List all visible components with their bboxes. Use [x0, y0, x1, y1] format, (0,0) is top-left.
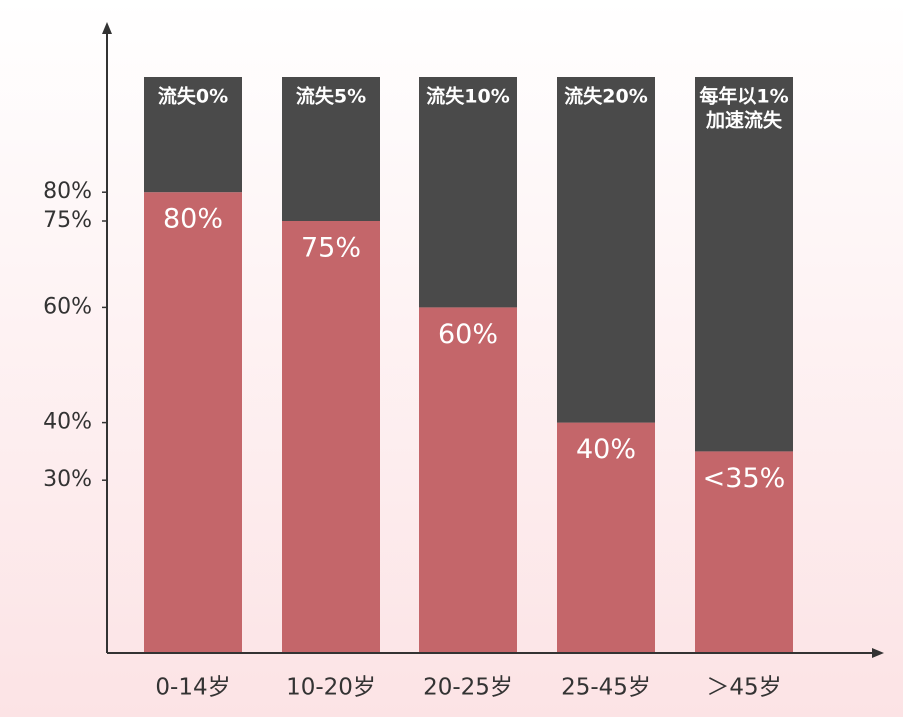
y-tick-label: 80%: [43, 179, 92, 204]
bar-segment: [695, 451, 793, 653]
value-label: 80%: [163, 204, 223, 235]
annotation: 流失20%: [564, 85, 647, 108]
annotation: 加速流失: [705, 109, 783, 132]
annotation: 流失5%: [296, 85, 366, 108]
x-tick-label: 20-25岁: [423, 675, 513, 701]
value-label: 75%: [301, 233, 361, 264]
y-tick-label: 60%: [43, 294, 92, 319]
bar-segment: [419, 77, 517, 308]
bar-segment: [419, 307, 517, 653]
value-label: <35%: [703, 463, 786, 494]
bar-segment: [282, 77, 380, 221]
bar-segment: [695, 77, 793, 452]
x-tick-label: 0-14岁: [155, 675, 230, 701]
value-label: 60%: [438, 319, 498, 350]
value-label: 40%: [576, 434, 636, 465]
bar-segment: [557, 77, 655, 423]
x-tick-label: ＞45岁: [706, 675, 781, 701]
y-tick-label: 75%: [43, 208, 92, 233]
bar-segment: [144, 192, 242, 653]
annotation: 每年以1%: [699, 85, 788, 108]
annotation: 流失10%: [426, 85, 509, 108]
x-tick-label: 10-20岁: [286, 675, 376, 701]
y-axis-arrow: [102, 22, 112, 34]
y-tick-label: 40%: [43, 410, 92, 435]
x-axis-arrow: [872, 648, 884, 658]
bar-segment: [282, 221, 380, 653]
annotation: 流失0%: [158, 85, 228, 108]
x-tick-label: 25-45岁: [561, 675, 651, 701]
plot: 30% 40% 60% 75% 80% 80% 流失0% 0-14岁 75% 流失5% 10-20岁…: [43, 77, 793, 701]
y-tick-label: 30%: [43, 467, 92, 492]
bar-segment: [557, 422, 655, 653]
bar-segment: [144, 77, 242, 193]
